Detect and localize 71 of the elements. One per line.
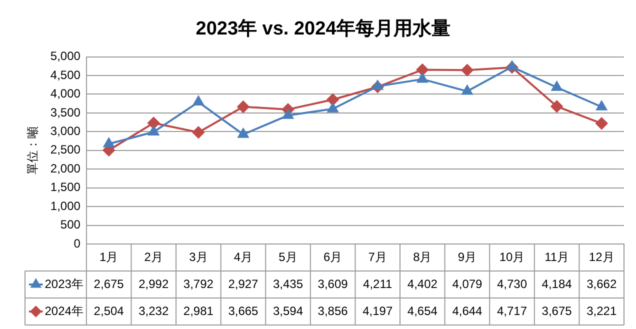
chart-title: 2023年 vs. 2024年每月用水量	[196, 18, 450, 40]
y-tick-label: 4,500	[50, 68, 81, 82]
point	[148, 116, 160, 129]
data-label: 3,609	[318, 276, 348, 291]
data-label: 4,402	[407, 276, 438, 291]
x-tick-label: 10月	[499, 250, 525, 264]
y-tick-label: 5,000	[50, 49, 81, 64]
point	[282, 109, 294, 119]
x-tick-label: 8月	[413, 250, 432, 264]
x-tick-label: 6月	[323, 250, 342, 264]
data-label: 4,079	[452, 276, 483, 291]
point	[506, 60, 518, 70]
y-tick-label: 0	[74, 236, 81, 250]
data-label: 3,594	[273, 304, 304, 318]
y-tick-label: 3,000	[50, 124, 81, 138]
point	[326, 94, 339, 106]
data-label: 3,232	[138, 304, 169, 318]
x-tick-label: 1月	[99, 250, 118, 264]
data-label: 3,221	[586, 304, 617, 318]
point	[148, 126, 159, 136]
data-label: 3,675	[542, 304, 572, 318]
data-label: 2,992	[138, 276, 169, 291]
x-tick-label: 2月	[144, 250, 163, 264]
point	[596, 100, 607, 110]
data-label: 4,184	[542, 276, 572, 291]
point	[104, 138, 114, 148]
point	[238, 128, 249, 138]
data-label: 3,792	[183, 276, 214, 291]
point	[193, 96, 204, 106]
x-tick-label: 9月	[458, 250, 477, 264]
data-label: 4,197	[362, 304, 393, 318]
point	[237, 100, 250, 113]
y-axis-title: 單位：噸	[26, 126, 40, 174]
point	[596, 117, 608, 130]
y-tick-label: 1,000	[50, 198, 81, 213]
data-label: 3,665	[228, 304, 259, 318]
data-label: 2,981	[183, 304, 214, 318]
x-tick-label: 3月	[189, 250, 208, 264]
point	[551, 81, 562, 91]
y-tick-label: 500	[60, 218, 81, 232]
point	[372, 80, 383, 90]
data-label: 4,211	[363, 276, 393, 291]
x-tick-label: 5月	[278, 250, 298, 264]
x-tick-label: 11月	[544, 250, 570, 264]
data-label: 4,717	[496, 304, 528, 318]
data-label: 3,856	[318, 304, 348, 318]
y-tick-label: 2,500	[50, 142, 81, 157]
data-label: 3,435	[273, 276, 304, 291]
point	[192, 126, 204, 138]
y-tick-label: 1,500	[50, 180, 81, 194]
data-label: 4,654	[407, 304, 438, 318]
legend-label: 2024年	[44, 304, 84, 318]
x-tick-label: 4月	[234, 250, 253, 264]
data-label: 2,504	[94, 304, 124, 318]
data-label: 4,644	[452, 304, 483, 318]
point	[462, 85, 473, 95]
point	[327, 102, 338, 112]
point	[417, 73, 428, 83]
data-label: 4,730	[496, 276, 528, 291]
point	[461, 64, 474, 76]
data-label: 2,675	[94, 276, 124, 291]
y-tick-label: 3,500	[50, 105, 81, 120]
point	[416, 64, 428, 76]
x-tick-label: 12月	[588, 250, 614, 264]
point	[550, 100, 563, 112]
y-tick-label: 2,000	[50, 161, 81, 176]
data-label: 2,927	[228, 276, 259, 291]
x-tick-label: 7月	[368, 250, 387, 264]
data-label: 3,662	[586, 276, 617, 291]
legend-label: 2023年	[44, 276, 84, 291]
y-tick-label: 4,000	[50, 86, 81, 101]
